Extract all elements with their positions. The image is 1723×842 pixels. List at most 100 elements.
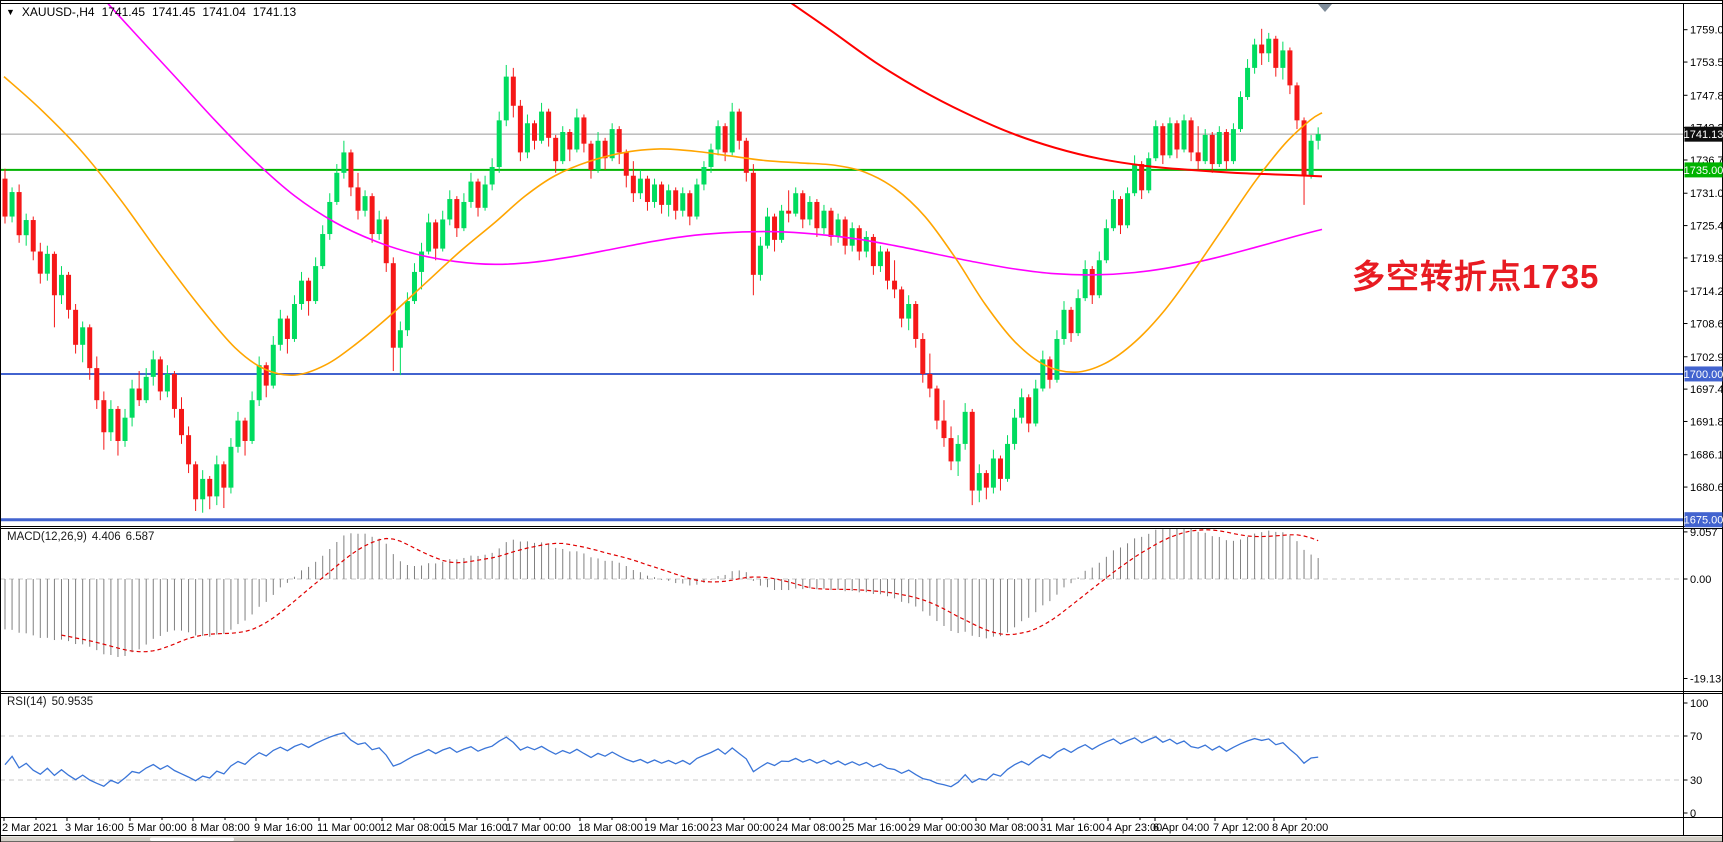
- candle-body: [1259, 44, 1265, 54]
- candle-body: [623, 152, 629, 176]
- candle-body: [397, 330, 403, 348]
- symbol-header: ▼ XAUUSD-,H4 1741.45 1741.45 1741.04 174…: [6, 5, 296, 19]
- candle-body: [899, 289, 905, 319]
- candle-body: [687, 193, 693, 217]
- candle-body: [73, 309, 79, 345]
- time-tick-label: 8 Apr 20:00: [1272, 822, 1328, 834]
- candle-body: [369, 196, 375, 235]
- time-tick-label: 6 Apr 04:00: [1153, 822, 1209, 834]
- candle-body: [1040, 359, 1046, 389]
- candle-body: [503, 76, 509, 121]
- candle-body: [44, 253, 50, 274]
- candle-body: [842, 219, 848, 246]
- candle-body: [1054, 338, 1060, 380]
- macd-value-main: 4.406: [91, 531, 121, 543]
- candle-body: [736, 111, 742, 141]
- symbol-name: XAUUSD-,H4: [21, 5, 95, 19]
- candle-body: [263, 365, 269, 386]
- candle-body: [1075, 298, 1081, 334]
- time-tick-label: 12 Mar 08:00: [380, 822, 445, 834]
- candle-body: [609, 129, 615, 159]
- candle-body: [722, 126, 728, 153]
- candle-body: [906, 303, 912, 319]
- time-tick-label: 11 Mar 00:00: [317, 822, 381, 834]
- price-badge-label: 1741.13: [1684, 129, 1723, 141]
- candle-body: [517, 105, 523, 153]
- candle-body: [419, 251, 425, 272]
- time-tick-label: 7 Apr 12:00: [1213, 822, 1269, 834]
- candle-body: [1139, 164, 1145, 191]
- candle-body: [1012, 417, 1018, 444]
- rsi-tick-label: 100: [1690, 698, 1708, 710]
- candle-body: [214, 464, 220, 497]
- candle-body: [122, 417, 128, 441]
- time-tick-label: 18 Mar 08:00: [578, 822, 643, 834]
- candle-body: [291, 303, 297, 339]
- price-tick-label: 1759.05: [1690, 25, 1723, 37]
- quote-open: 1741.45: [101, 5, 145, 19]
- candle-body: [87, 327, 93, 369]
- candle-body: [390, 263, 396, 348]
- candle-body: [546, 111, 552, 138]
- annotation-text[interactable]: 多空转折点1735: [1352, 258, 1600, 295]
- candle-body: [602, 140, 608, 159]
- candle-body: [1273, 38, 1279, 68]
- price-axis: 1759.051753.501747.801742.251736.701731.…: [1683, 25, 1723, 528]
- candle-body: [786, 210, 792, 214]
- candle-body: [30, 220, 36, 252]
- price-badge-label: 1700.00: [1684, 369, 1723, 381]
- candle-body: [729, 111, 735, 153]
- candle-body: [581, 117, 587, 144]
- candle-body: [673, 190, 679, 211]
- candle-body: [701, 166, 707, 185]
- price-tick-label: 1702.95: [1690, 352, 1723, 364]
- candle-body: [482, 184, 488, 208]
- time-tick-label: 15 Mar 16:00: [443, 822, 508, 834]
- candle-body: [779, 210, 785, 240]
- candle-body: [708, 149, 714, 167]
- candle-body: [644, 178, 650, 202]
- candle-body: [510, 76, 516, 106]
- candle-body: [1238, 97, 1243, 130]
- candle-body: [1174, 123, 1180, 150]
- candle-body: [1153, 126, 1159, 159]
- candle-body: [1195, 152, 1201, 162]
- candle-body: [334, 172, 340, 202]
- candle-body: [821, 210, 827, 229]
- price-badge-label: 1675.00: [1684, 515, 1723, 527]
- candle-body: [9, 192, 15, 217]
- macd-indicator-label: MACD(12,26,9) 4.406 6.587: [7, 531, 154, 543]
- candle-body: [207, 478, 213, 497]
- price-badge-label: 1735.00: [1684, 165, 1723, 177]
- candle-body: [560, 132, 566, 162]
- candle-body: [284, 318, 290, 339]
- candle-body: [440, 219, 446, 249]
- candle-body: [913, 303, 919, 339]
- candle-body: [757, 245, 763, 275]
- candle-body: [277, 318, 283, 345]
- candle-body: [320, 234, 326, 267]
- candle-body: [574, 117, 580, 150]
- price-badge: [1684, 162, 1723, 178]
- candle-body: [750, 172, 756, 275]
- candle-body: [1230, 129, 1236, 162]
- candle-body: [235, 420, 241, 447]
- candle-body: [793, 193, 799, 214]
- candle-body: [955, 443, 961, 462]
- rsi-indicator-label: RSI(14) 50.9535: [7, 696, 93, 708]
- time-tick-label: 19 Mar 16:00: [644, 822, 709, 834]
- candle-body: [1209, 134, 1215, 165]
- candle-body: [1280, 50, 1286, 68]
- candle-body: [1082, 269, 1088, 299]
- price-tick-label: 1686.15: [1690, 450, 1723, 462]
- time-tick-label: 24 Mar 08:00: [776, 822, 841, 834]
- chart-shift-marker-icon: [1318, 4, 1332, 12]
- quote-close: 1741.13: [252, 5, 297, 19]
- candle-body: [1160, 126, 1166, 156]
- quote-high: 1741.45: [152, 5, 196, 19]
- price-tick-label: 1697.40: [1690, 384, 1723, 396]
- candle-body: [157, 359, 163, 392]
- symbol-dropdown-icon[interactable]: ▼: [6, 7, 15, 17]
